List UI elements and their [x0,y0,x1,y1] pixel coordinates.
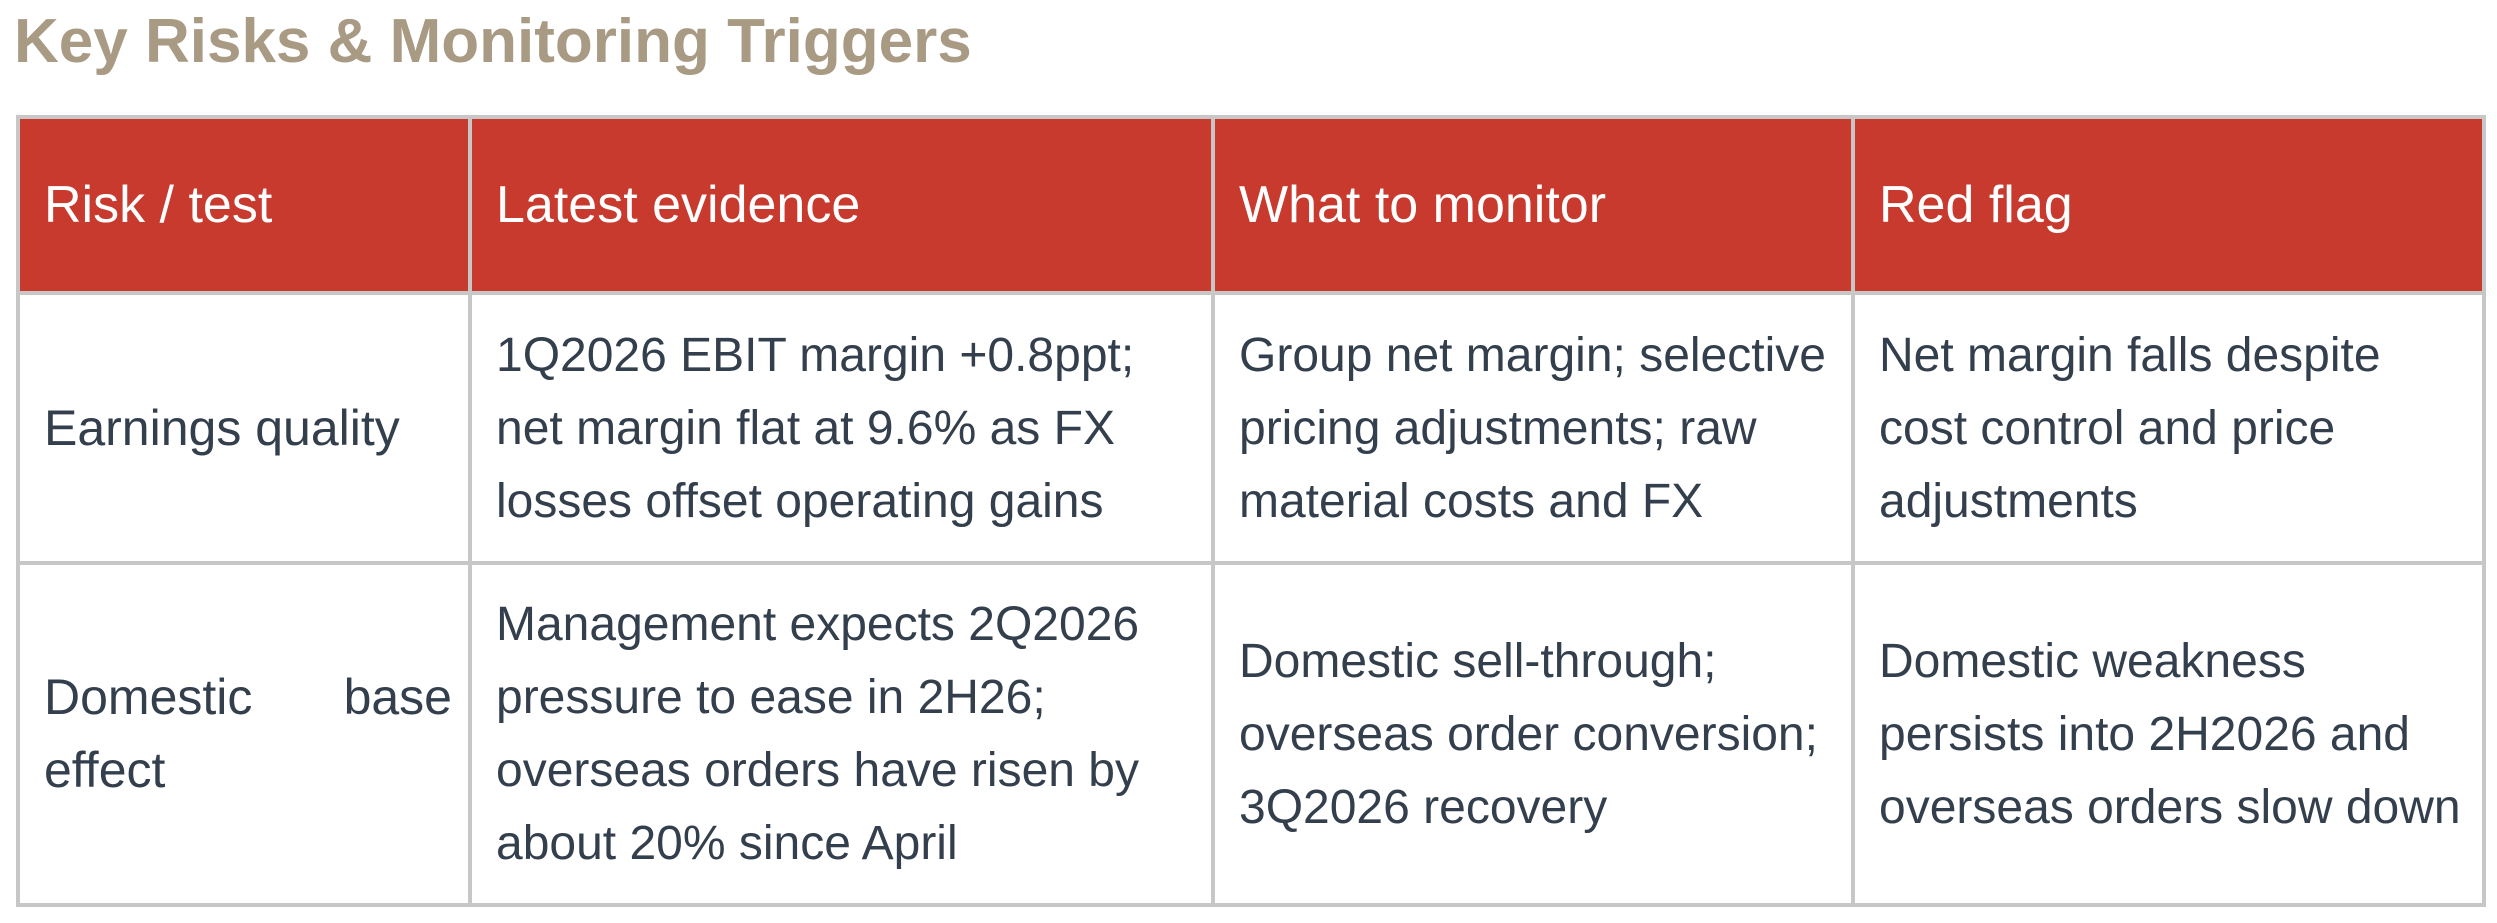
risk-cell: Domestic base effect [16,561,472,907]
table-header: Risk / test Latest evidence What to moni… [16,115,2486,295]
table-row: Earnings quality 1Q2026 EBIT margin +0.8… [16,291,2486,565]
evidence-cell: 1Q2026 EBIT margin +0.8ppt; net margin f… [468,291,1215,565]
risk-table: Risk / test Latest evidence What to moni… [16,115,2486,907]
table-row: Domestic base effect Management expects … [16,561,2486,907]
risk-cell: Earnings quality [16,291,472,565]
page-title: Key Risks & Monitoring Triggers [14,7,972,76]
header-red-flag: Red flag [1851,115,2486,295]
evidence-cell: Management expects 2Q2026 pressure to ea… [468,561,1215,907]
monitor-cell: Domestic sell-through; overseas order co… [1211,561,1855,907]
header-latest-evidence: Latest evidence [468,115,1215,295]
table-body: Earnings quality 1Q2026 EBIT margin +0.8… [16,291,2486,907]
red-flag-cell: Domestic weakness persists into 2H2026 a… [1851,561,2486,907]
header-what-to-monitor: What to monitor [1211,115,1855,295]
red-flag-cell: Net margin falls despite cost control an… [1851,291,2486,565]
header-risk-test: Risk / test [16,115,472,295]
header-row: Risk / test Latest evidence What to moni… [16,115,2486,295]
monitor-cell: Group net margin; selective pricing adju… [1211,291,1855,565]
